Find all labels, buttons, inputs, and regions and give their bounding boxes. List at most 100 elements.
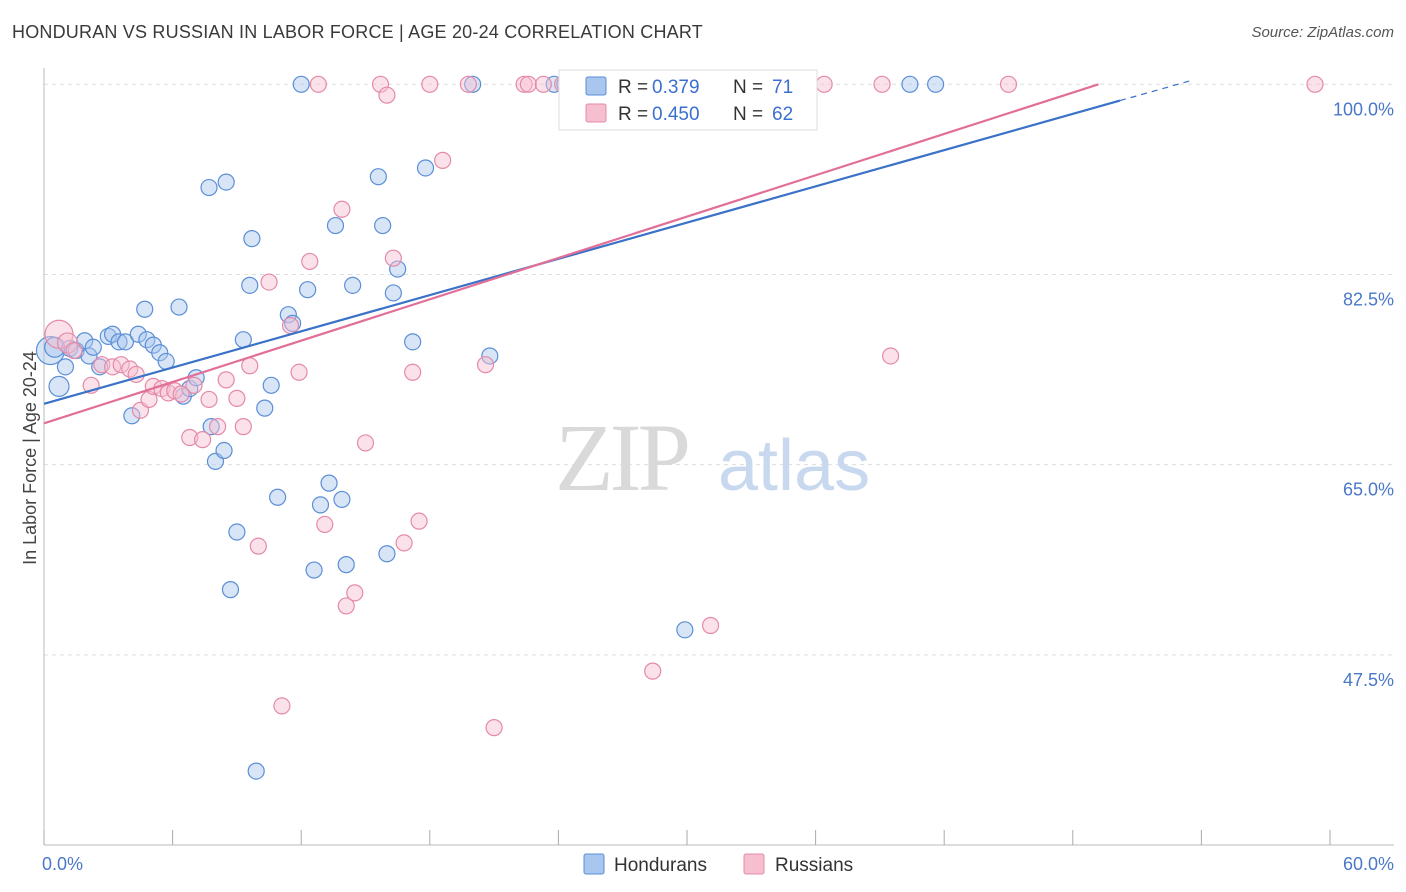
russian-point <box>476 356 495 374</box>
legend-n-label-honduran: N = <box>733 77 763 98</box>
legend-r-label-honduran: R = <box>618 77 648 98</box>
russian-points <box>44 75 1324 737</box>
russian-point <box>281 316 300 335</box>
russian-point <box>485 719 503 737</box>
honduran-point <box>384 284 402 302</box>
russian-point <box>181 428 199 447</box>
russian-point <box>234 418 252 436</box>
honduran-point <box>262 376 280 394</box>
russian-point <box>217 371 235 389</box>
honduran-point <box>299 281 317 299</box>
russian-point <box>260 273 278 291</box>
russian-point <box>404 363 422 381</box>
honduran-point <box>927 75 945 93</box>
source-label: Source: ZipAtlas.com <box>1251 24 1394 41</box>
russian-point <box>241 357 259 375</box>
axes <box>43 68 1394 846</box>
svg-text:ZIP: ZIP <box>555 404 688 511</box>
russian-point <box>1306 75 1324 93</box>
honduran-point <box>228 523 246 541</box>
honduran-point <box>337 556 355 574</box>
legend-swatch-russian <box>585 103 607 123</box>
legend-n-russian: 62 <box>772 104 793 125</box>
y-tick-labels: 47.5% 65.0% 82.5% 100.0% <box>1333 99 1394 690</box>
honduran-point <box>123 407 141 425</box>
legend-name-russian: Russians <box>775 855 853 876</box>
trend-lines <box>43 80 1191 425</box>
russian-point <box>159 384 177 402</box>
honduran-point <box>170 298 188 316</box>
russian-point <box>112 356 130 374</box>
honduran-point <box>374 216 392 235</box>
honduran-point <box>136 300 154 318</box>
honduran-point <box>389 260 407 278</box>
russian-point <box>140 390 158 409</box>
watermark: ZIP atlas <box>555 404 870 511</box>
honduran-point <box>215 441 233 460</box>
russian-point <box>337 597 355 615</box>
legend-r-russian: 0.450 <box>652 104 700 125</box>
legend-r-honduran: 0.379 <box>652 77 700 98</box>
legend-bottom-swatch-russian <box>743 853 765 875</box>
legend-name-honduran: Hondurans <box>614 855 707 876</box>
honduran-point <box>901 75 919 93</box>
honduran-point <box>200 178 218 197</box>
honduran-point <box>481 347 499 365</box>
honduran-point <box>202 418 220 436</box>
russian-point <box>185 376 203 394</box>
honduran-point <box>129 325 147 343</box>
y-axis-label: In Labor Force | Age 20-24 <box>20 351 40 565</box>
russian-point <box>701 616 720 635</box>
chart-title: HONDURAN VS RUSSIAN IN LABOR FORCE | AGE… <box>12 22 703 42</box>
honduran-point <box>369 168 387 186</box>
russian-point <box>273 697 291 715</box>
x-ticks <box>43 830 1331 845</box>
honduran-point <box>217 173 235 191</box>
honduran-point <box>344 276 362 294</box>
honduran-trend-extension <box>1119 80 1191 102</box>
russian-point <box>356 434 375 452</box>
russian-point <box>290 363 308 381</box>
legend-r-label-russian: R = <box>618 104 648 125</box>
russian-point <box>209 418 227 436</box>
legend-swatch-honduran <box>585 76 607 96</box>
russian-point <box>519 75 537 93</box>
honduran-point <box>320 474 338 492</box>
honduran-point <box>676 621 694 639</box>
legend-bottom-swatch-honduran <box>583 853 605 875</box>
russian-point <box>346 584 364 602</box>
svg-text:atlas: atlas <box>718 426 870 506</box>
legend-n-honduran: 71 <box>772 77 793 98</box>
russian-point <box>882 347 900 365</box>
honduran-point <box>221 581 240 599</box>
russian-point <box>194 431 212 449</box>
russian-point <box>93 356 111 374</box>
x-tick-label-min: 0.0% <box>42 854 83 874</box>
russian-point <box>434 151 452 169</box>
russian-point <box>249 537 267 555</box>
honduran-point <box>326 216 345 235</box>
honduran-point <box>48 375 70 398</box>
x-tick-label-max: 60.0% <box>1343 854 1394 874</box>
russian-point <box>228 389 246 407</box>
russian-point <box>378 86 396 104</box>
x-tick-labels: 0.0% 60.0% <box>42 854 1394 874</box>
honduran-point <box>292 75 310 93</box>
honduran-point <box>256 399 274 417</box>
russian-point <box>309 75 327 93</box>
honduran-point <box>333 490 351 509</box>
russian-point <box>815 75 833 93</box>
russian-point <box>873 75 891 93</box>
russian-point <box>172 385 190 403</box>
honduran-point <box>110 333 128 351</box>
russian-point <box>316 515 334 534</box>
honduran-point <box>279 306 297 324</box>
russian-point <box>65 341 83 360</box>
honduran-point <box>378 545 396 563</box>
russian-trend-line <box>43 83 1099 425</box>
y-tick-label: 82.5% <box>1343 289 1394 309</box>
y-tick-label: 100.0% <box>1333 99 1394 119</box>
y-tick-label: 47.5% <box>1343 670 1394 690</box>
honduran-point <box>284 314 302 332</box>
